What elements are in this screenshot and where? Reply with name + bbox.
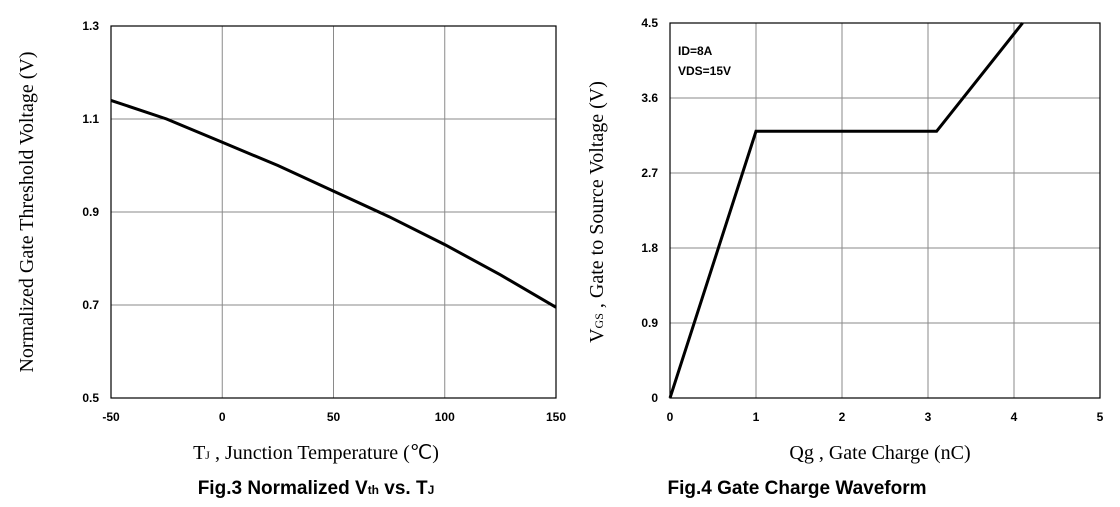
chart2-annotation-vds: VDS=15V	[678, 64, 731, 78]
chart2-plot-frame	[669, 22, 1101, 399]
chart2-x-tick-labels: 0 1 2 3 4 5	[667, 410, 1104, 424]
x-tick-label: 100	[435, 410, 455, 424]
chart2-y-axis-label-subscript: GS	[592, 313, 606, 328]
x-tick-label: 0	[219, 410, 226, 424]
chart1-caption-sub1: th	[368, 483, 379, 497]
chart2-y-axis-label: VGS , Gate to Source Voltage (V)	[586, 81, 608, 343]
chart2-series	[668, 22, 1024, 399]
x-tick-label: -50	[102, 410, 120, 424]
chart2-y-tick-labels: 0 0.9 1.8 2.7 3.6 4.5	[641, 16, 658, 405]
x-tick-label: 4	[1011, 410, 1018, 424]
chart2-y-axis-label-rest: , Gate to Source Voltage (V)	[586, 81, 608, 313]
chart1-y-axis-label: Normalized Gate Threshold Voltage (V)	[16, 51, 38, 372]
chart1-caption-mid: vs. T	[379, 478, 428, 499]
chart2-gridlines	[670, 23, 1100, 398]
y-tick-label: 0.7	[82, 298, 99, 312]
x-tick-label: 150	[546, 410, 566, 424]
chart1-gridlines	[111, 26, 556, 398]
x-tick-label: 3	[925, 410, 932, 424]
chart1-x-axis-label-rest: , Junction Temperature (℃)	[210, 442, 439, 464]
chart2-x-axis-label: Qg , Gate Charge (nC)	[789, 442, 970, 464]
chart1-caption: Fig.3 Normalized Vth vs. TJ	[198, 478, 435, 499]
series-line-0	[110, 98, 557, 309]
y-tick-label: 0.5	[82, 391, 99, 405]
x-tick-label: 2	[839, 410, 846, 424]
chart1-series	[110, 98, 557, 309]
chart2-y-axis-label-main: V	[586, 328, 608, 343]
chart1-caption-pre: Fig.3 Normalized V	[198, 478, 368, 499]
chart1-plot-frame	[110, 25, 557, 399]
y-tick-label: 4.5	[641, 16, 658, 30]
x-tick-label: 50	[327, 410, 341, 424]
chart1-caption-sub2: J	[428, 483, 435, 497]
y-tick-label: 0.9	[641, 316, 658, 330]
y-tick-label: 2.7	[641, 166, 658, 180]
y-tick-label: 0.9	[82, 205, 99, 219]
y-tick-label: 0	[651, 391, 658, 405]
series-line-0	[668, 22, 1024, 399]
chart2-annotation-id: ID=8A	[678, 44, 713, 58]
chart1-y-tick-labels: 0.5 0.7 0.9 1.1 1.3	[82, 19, 99, 405]
chart-gate-charge: 0 1 2 3 4 5 0 0.9 1.8 2.7 3.6 4.5 ID=8A VDS=15V Qg…	[586, 16, 1104, 499]
x-tick-label: 0	[667, 410, 674, 424]
y-tick-label: 1.3	[82, 19, 99, 33]
chart-vth-vs-tj: -50 0 50 100 150 0.50.70.91.11.3 TJ , Juncti…	[16, 19, 566, 499]
chart1-x-axis-label: TJ , Junction Temperature (℃)	[193, 442, 439, 464]
y-tick-label: 1.8	[641, 241, 658, 255]
y-tick-label: 3.6	[641, 91, 658, 105]
x-tick-label: 5	[1097, 410, 1104, 424]
chart2-caption: Fig.4 Gate Charge Waveform	[667, 478, 926, 499]
x-tick-label: 1	[753, 410, 760, 424]
chart1-x-axis-label-subscript: J	[205, 448, 210, 462]
chart1-x-axis-label-main: T	[193, 442, 205, 464]
chart1-x-tick-labels: -50 0 50 100 150	[102, 410, 566, 424]
y-tick-label: 1.1	[82, 112, 99, 126]
